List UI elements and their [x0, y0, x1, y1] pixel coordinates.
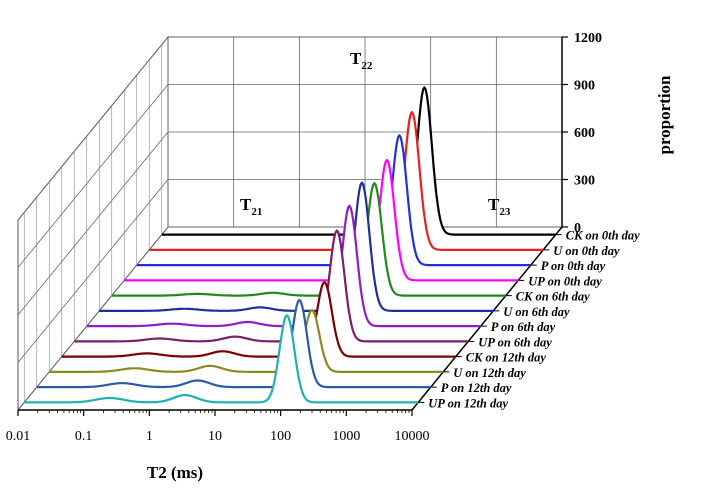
chart-labels: 0.01 0.1 1 10 100 1000 10000 0 300 600 900 1200 CK o…: [6, 31, 640, 444]
x-tick-label: 10: [208, 429, 222, 444]
series-label: U on 6th day: [503, 305, 570, 319]
series-line-10: [36, 298, 431, 389]
z-tick-label: 600: [574, 126, 595, 141]
side-grid-zline: [17, 84, 169, 268]
series-label: U on 12th day: [453, 366, 526, 380]
x-tick-label: 0.1: [75, 429, 93, 444]
x-tick-label: 0.01: [6, 429, 31, 444]
series-label: UP on 12th day: [428, 396, 508, 410]
x-tick-label: 1: [146, 429, 153, 444]
x-tick-label: 10000: [395, 429, 430, 444]
series-line-7: [74, 229, 469, 343]
series-fill: [124, 160, 519, 281]
series-line-3: [124, 158, 519, 282]
series-fill: [36, 300, 431, 388]
z-tick-label: 900: [574, 79, 595, 94]
side-grid-zline: [17, 179, 169, 363]
series-label: CK on 0th day: [566, 229, 640, 243]
series-line-8: [61, 281, 456, 358]
z-tick-label: 0: [574, 221, 581, 236]
side-grid-zline: [17, 36, 169, 221]
series-label: U on 0th day: [553, 244, 620, 258]
series-label: P on 6th day: [491, 320, 556, 334]
series-line-9: [49, 309, 444, 373]
series-line-4: [111, 182, 506, 297]
series-fill: [24, 315, 419, 403]
series-label: P on 12th day: [441, 381, 512, 395]
series-label: CK on 6th day: [516, 290, 590, 304]
series-fill: [111, 183, 506, 296]
y-axis-line: [411, 226, 563, 411]
z-axis-title: proportion: [655, 75, 674, 155]
side-grid-zline: [17, 226, 169, 411]
z-tick-label: 300: [574, 174, 595, 189]
peak-label-t23: T23: [488, 195, 511, 218]
series-label: P on 0th day: [541, 259, 606, 273]
series-label: UP on 0th day: [528, 274, 602, 288]
side-grid-zline: [17, 131, 169, 316]
x-axis-title: T2 (ms): [147, 463, 203, 482]
chart-axes: [17, 36, 568, 416]
chart-curves: [24, 86, 556, 404]
x-tick-label: 100: [270, 429, 291, 444]
series-label: UP on 6th day: [478, 335, 552, 349]
x-tick-label: 1000: [332, 429, 360, 444]
peak-label-t21: T21: [240, 195, 262, 218]
series-line-11: [24, 314, 419, 404]
z-tick-label: 1200: [574, 31, 602, 46]
series-label: CK on 12th day: [466, 351, 547, 365]
peak-label-t22: T22: [350, 49, 373, 72]
